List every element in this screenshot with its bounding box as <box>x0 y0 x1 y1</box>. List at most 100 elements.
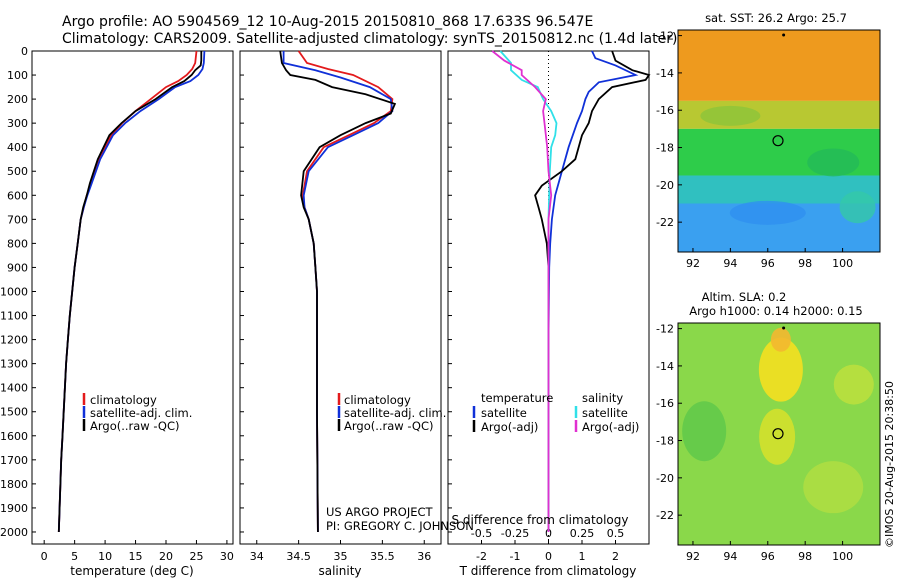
map-dot <box>782 33 786 37</box>
map-y-tick-label: -12 <box>656 30 674 43</box>
map-x-tick-label: 92 <box>686 257 700 270</box>
depth-axis: 0 100 200 300 400 500 600 700 800 900 1000 1100 1200… <box>0 45 452 539</box>
map-y-tick-label: -16 <box>656 104 674 117</box>
x-tick-label: 0 <box>545 550 552 563</box>
map-y-tick-label: -18 <box>656 142 674 155</box>
map-y-tick-label: -22 <box>656 216 674 229</box>
map-x-tick-label: 94 <box>723 257 737 270</box>
legend-label-t-satellite: satellite <box>481 406 527 420</box>
x-tick-label: 35 <box>334 550 348 563</box>
legend-label-climatology: climatology <box>90 393 157 407</box>
legend-title-salinity: salinity <box>582 391 623 405</box>
series-line-climatology <box>57 50 198 533</box>
float-marker <box>772 135 784 147</box>
pi-credit: PI: GREGORY C. JOHNSON <box>326 519 474 533</box>
x-tick-label: 15 <box>129 550 143 563</box>
difference-legend: temperature satellite Argo(-adj) salinit… <box>472 391 639 434</box>
map-x-tick-label: 96 <box>761 257 775 270</box>
series-line-argo <box>57 51 203 533</box>
depth-tick-label: 600 <box>7 189 28 202</box>
diff-series-line <box>491 50 553 532</box>
legend-label-s-argo: Argo(-adj) <box>582 420 639 434</box>
depth-tick-label: 500 <box>7 165 28 178</box>
map-x-tick-label: 98 <box>798 257 812 270</box>
sst-blotch <box>839 191 876 224</box>
depth-tick-label: 1000 <box>0 285 28 298</box>
x-tick-label: 30 <box>220 550 234 563</box>
legend-title-temperature: temperature <box>481 391 553 405</box>
map-x-tick-label: 98 <box>798 550 812 563</box>
x-tick-label: 35.5 <box>370 550 395 563</box>
map-frame <box>677 29 881 253</box>
map-x-tick-label: 100 <box>832 257 853 270</box>
s-tick-label: -0.5 <box>471 527 492 540</box>
legend-label-s-satellite: satellite <box>582 406 628 420</box>
sst-map: 92 94 96 98 100 -12 -14 -16 -18 -20 -22 <box>656 29 881 270</box>
legend-label-t-argo: Argo(-adj) <box>481 420 538 434</box>
map-x-tick-label: 96 <box>761 550 775 563</box>
diff-series-line <box>499 50 558 532</box>
depth-tick-label: 2000 <box>0 526 28 539</box>
s-tick-label: -0.25 <box>501 527 529 540</box>
x-tick-label: 36 <box>417 550 431 563</box>
depth-tick-label: 700 <box>7 213 28 226</box>
map-y-tick-label: -22 <box>656 509 674 522</box>
depth-tick-label: 1900 <box>0 502 28 515</box>
map-x-tick-label: 100 <box>832 550 853 563</box>
temperature-xlabel: temperature (deg C) <box>70 564 193 578</box>
series-line-argo <box>279 50 397 533</box>
temperature-legend: climatology satellite-adj. clim. Argo(..… <box>82 393 192 433</box>
map-y-tick-label: -14 <box>656 360 674 373</box>
salinity-chart: 34 34.5 35 35.5 36 <box>250 50 431 563</box>
legend-label-satellite: satellite-adj. clim. <box>344 406 446 420</box>
difference-xlabel: T difference from climatology <box>459 564 637 578</box>
x-tick-label: 10 <box>98 550 112 563</box>
sla-peak <box>770 327 791 352</box>
legend-label-argo: Argo(..raw -QC) <box>344 419 434 433</box>
depth-tick-label: 1300 <box>0 358 28 371</box>
depth-tick-label: 1500 <box>0 406 28 419</box>
s-tick-label: 0.25 <box>570 527 595 540</box>
x-tick-label: 34 <box>250 550 264 563</box>
sla-mid <box>803 461 864 514</box>
x-tick-label: 20 <box>159 550 173 563</box>
diff-series-line <box>534 50 651 532</box>
map-y-tick-label: -12 <box>656 323 674 336</box>
difference-top-xlabel: S difference from climatology <box>452 513 629 527</box>
depth-tick-label: 1600 <box>0 430 28 443</box>
map-y-tick-label: -14 <box>656 67 674 80</box>
project-credit: US ARGO PROJECT <box>326 505 434 519</box>
s-tick-label: 0.5 <box>607 527 625 540</box>
sst-blotch <box>729 200 806 225</box>
sla-mid <box>833 364 874 405</box>
series-line-satellite <box>282 51 394 533</box>
float-marker <box>772 428 784 440</box>
sla-map: 92 94 96 98 100 -12 -14 -16 -18 -20 -22 <box>656 322 881 563</box>
depth-tick-label: 0 <box>21 45 28 58</box>
depth-tick-label: 1700 <box>0 454 28 467</box>
depth-tick-label: 1200 <box>0 334 28 347</box>
s-tick-label: 0 <box>545 527 552 540</box>
map-y-tick-label: -20 <box>656 472 674 485</box>
x-tick-label: -1 <box>510 550 521 563</box>
sst-blotch <box>807 148 860 177</box>
sst-band <box>678 30 880 101</box>
x-tick-label: 1 <box>579 550 586 563</box>
map-frame <box>677 322 881 546</box>
x-tick-label: -2 <box>476 550 487 563</box>
salinity-legend: climatology satellite-adj. clim. Argo(..… <box>337 393 446 433</box>
temperature-panel <box>31 50 234 545</box>
difference-chart: -2 -1 0 1 2 -0.5 -0.25 0 0.25 0.5 <box>471 50 651 563</box>
depth-tick-label: 1400 <box>0 382 28 395</box>
sla-map-title: Altim. SLA: 0.2 <box>702 290 787 304</box>
header-line1: Argo profile: AO 5904569_12 10-Aug-2015 … <box>62 14 593 30</box>
x-tick-label: 0 <box>41 550 48 563</box>
sst-blotch <box>700 105 761 126</box>
map-y-tick-label: -16 <box>656 397 674 410</box>
header-line2: Climatology: CARS2009. Satellite-adjuste… <box>62 31 677 47</box>
depth-tick-label: 800 <box>7 237 28 250</box>
map-x-tick-label: 94 <box>723 550 737 563</box>
diff-series-line <box>547 50 639 532</box>
salinity-panel <box>239 50 442 545</box>
